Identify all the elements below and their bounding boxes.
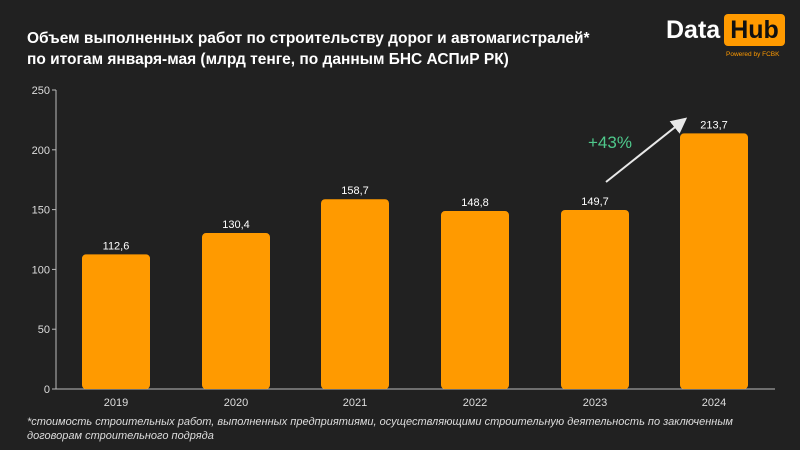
x-tick-label: 2024: [702, 397, 726, 409]
logo-data-text: Data: [666, 15, 721, 44]
data-label-2021: 158,7: [341, 185, 369, 197]
data-label-2024: 213,7: [700, 119, 728, 131]
bar-2024: [680, 133, 748, 389]
logo-hub-text: Hub: [724, 14, 785, 46]
data-label-2023: 149,7: [581, 196, 609, 208]
chart-title: Объем выполненных работ по строительству…: [27, 28, 590, 70]
x-tick-label: 2021: [343, 397, 367, 409]
data-label-2022: 148,8: [461, 197, 489, 209]
bar-2020: [202, 233, 270, 389]
y-tick-label: 200: [32, 145, 50, 157]
x-tick-label: 2020: [224, 397, 248, 409]
y-tick-label: 150: [32, 205, 50, 217]
bar-2022: [441, 211, 509, 389]
x-tick-label: 2019: [104, 397, 128, 409]
data-label-2019: 112,6: [103, 240, 130, 252]
footnote: *стоимость строительных работ, выполненн…: [27, 416, 733, 442]
datahub-logo: Data Hub: [666, 14, 785, 46]
logo-powered-by: Powered by FCBK: [726, 51, 780, 58]
y-tick-label: 0: [44, 384, 50, 396]
growth-arrow-icon: [605, 117, 688, 183]
bar-2021: [321, 199, 389, 389]
growth-annotation: +43%: [588, 133, 632, 152]
chart-title-line-2: по итогам января-мая (млрд тенге, по дан…: [27, 51, 509, 68]
bar-2019: [82, 254, 150, 389]
y-tick-label: 50: [38, 324, 50, 336]
y-tick-label: 250: [32, 85, 50, 97]
x-tick-label: 2023: [583, 397, 607, 409]
chart-title-line-1: Объем выполненных работ по строительству…: [27, 30, 590, 47]
x-tick-label: 2022: [463, 397, 487, 409]
data-label-2020: 130,4: [222, 219, 250, 231]
y-tick-label: 100: [32, 264, 50, 276]
bar-2023: [561, 209, 629, 389]
